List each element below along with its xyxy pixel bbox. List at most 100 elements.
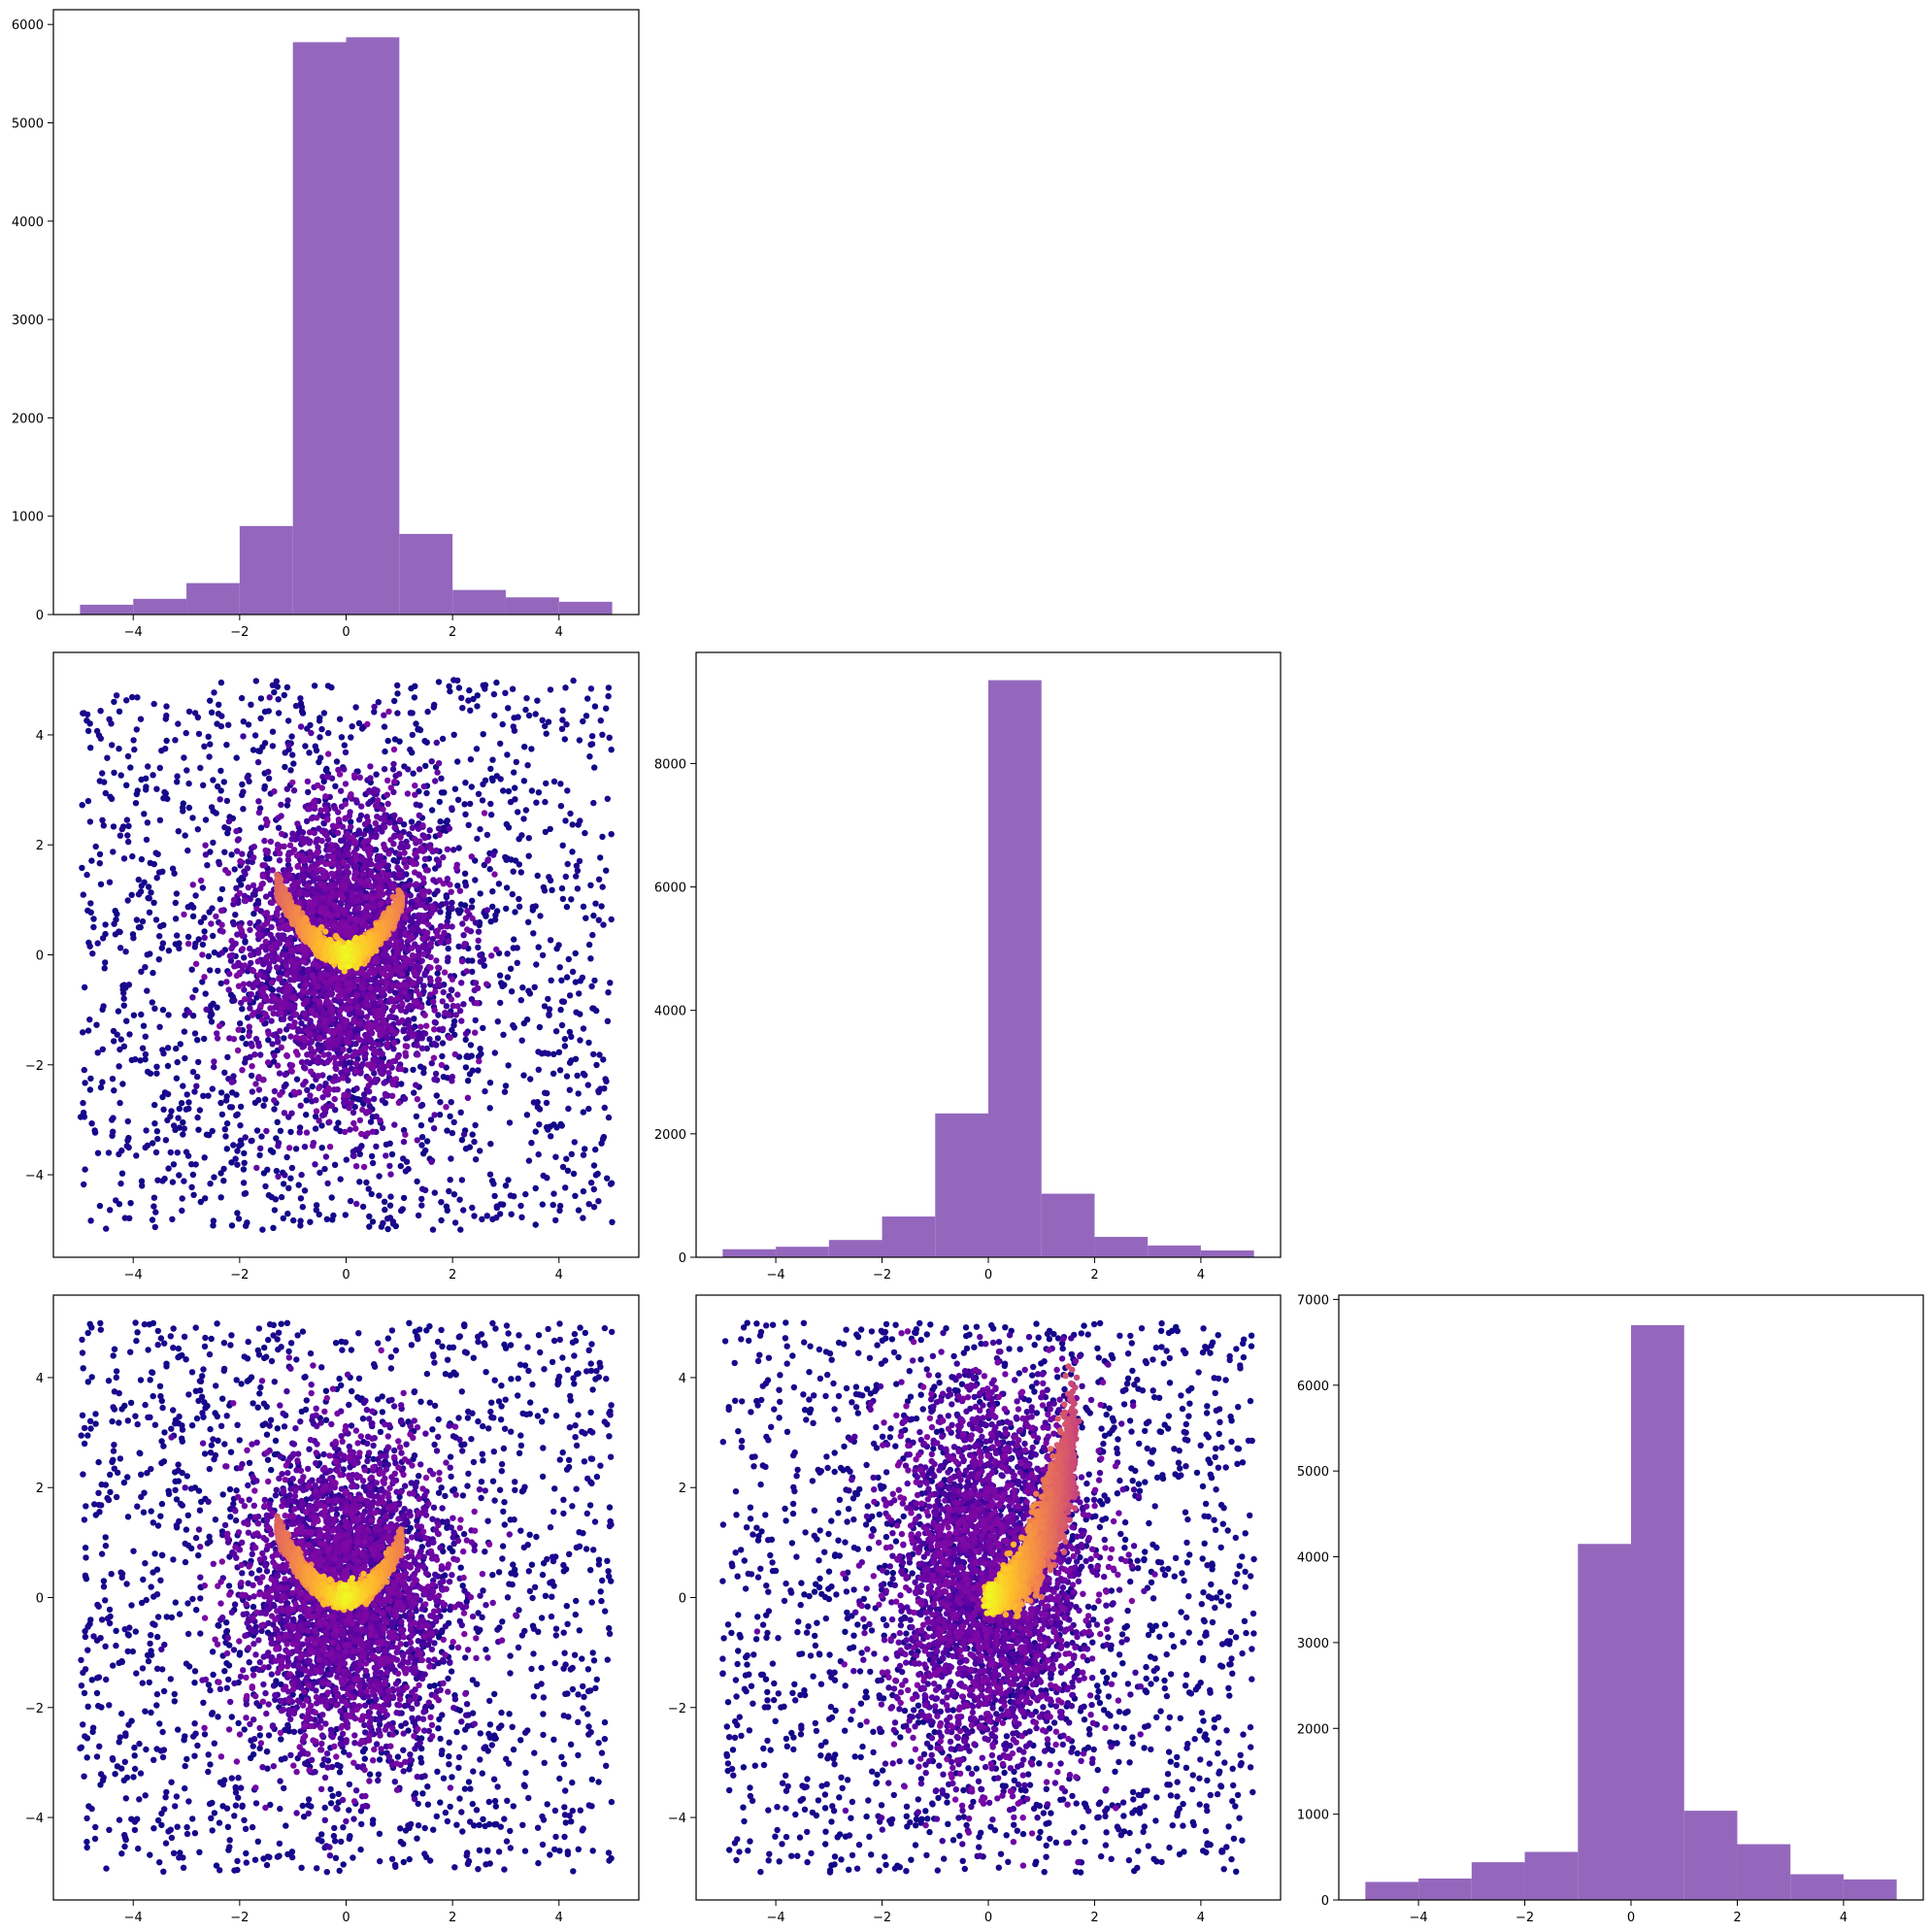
scatter-point — [550, 1050, 557, 1058]
scatter-point — [307, 721, 314, 729]
scatter-point — [533, 799, 540, 806]
scatter-point — [592, 900, 599, 907]
scatter-point — [535, 1066, 542, 1074]
scatter-point — [480, 731, 486, 738]
scatter-point — [533, 961, 540, 968]
scatter-point — [283, 971, 290, 979]
scatter-point — [239, 1006, 246, 1013]
scatter-point — [152, 916, 160, 923]
scatter-point — [159, 1007, 167, 1014]
scatter-point — [123, 782, 130, 788]
scatter-point — [590, 1050, 597, 1058]
scatter-point — [308, 1007, 316, 1015]
scatter-point — [234, 1148, 241, 1154]
scatter-point — [274, 1062, 282, 1069]
scatter-point — [333, 1125, 340, 1132]
scatter-point — [480, 1024, 486, 1032]
scatter-point — [202, 842, 209, 849]
scatter-point — [236, 889, 243, 897]
scatter-point — [248, 1138, 254, 1145]
scatter-point — [99, 1046, 107, 1053]
scatter-point — [321, 1165, 328, 1173]
x-tick-label: 2 — [449, 625, 456, 640]
scatter-point — [360, 1163, 368, 1171]
scatter-point — [97, 708, 104, 715]
scatter-point — [128, 891, 135, 898]
scatter-point — [84, 797, 92, 805]
scatter-point — [592, 1172, 600, 1179]
scatter-point — [555, 942, 562, 949]
scatter-point — [588, 733, 596, 740]
scatter-point — [189, 1171, 197, 1179]
scatter-point — [409, 731, 416, 739]
scatter-point — [448, 1155, 454, 1162]
scatter-point — [268, 1193, 276, 1201]
scatter-point — [141, 811, 148, 817]
scatter-point — [271, 1052, 278, 1059]
scatter-point — [261, 740, 269, 747]
scatter-point — [350, 1152, 357, 1159]
scatter-point — [269, 743, 277, 749]
scatter-point — [409, 824, 416, 831]
scatter-point — [220, 779, 227, 785]
scatter-point — [419, 917, 426, 924]
scatter-point — [400, 1026, 408, 1033]
scatter-point — [258, 1133, 265, 1140]
scatter-point — [591, 703, 599, 710]
scatter-point — [359, 1060, 366, 1068]
scatter-point — [431, 1018, 438, 1026]
scatter-point — [120, 995, 127, 1002]
scatter-point — [211, 1063, 217, 1071]
scatter-point — [165, 948, 173, 954]
scatter-point — [373, 826, 380, 833]
scatter-point — [151, 1120, 158, 1127]
scatter-point — [125, 822, 132, 830]
scatter-point — [461, 801, 468, 808]
scatter-point — [215, 967, 221, 975]
scatter-point — [589, 931, 596, 939]
scatter-point — [116, 1150, 122, 1158]
scatter-point — [316, 998, 323, 1005]
scatter-point — [313, 1097, 319, 1104]
scatter-point — [490, 690, 498, 698]
scatter-point — [309, 1052, 316, 1060]
scatter-point — [394, 1053, 402, 1060]
scatter-point — [537, 913, 544, 919]
scatter-point — [329, 882, 337, 889]
scatter-point — [450, 1191, 458, 1198]
scatter-point — [412, 850, 418, 857]
scatter-point — [410, 980, 416, 986]
scatter-point — [209, 905, 216, 912]
scatter-point — [377, 863, 384, 870]
scatter-point — [411, 969, 417, 976]
scatter-point — [163, 712, 170, 719]
scatter-point — [352, 704, 359, 711]
scatter-point — [426, 1036, 433, 1043]
scatter-point — [268, 1017, 275, 1024]
scatter-point — [381, 844, 388, 851]
scatter-point — [294, 820, 301, 827]
scatter-point — [543, 730, 550, 737]
scatter-point — [192, 986, 199, 993]
scatter-point — [174, 773, 181, 780]
scatter-point — [504, 751, 511, 758]
scatter-point — [558, 998, 566, 1005]
scatter-point — [558, 725, 566, 732]
scatter-point — [580, 1215, 586, 1221]
scatter-point — [281, 1083, 288, 1090]
scatter-point — [545, 995, 551, 1003]
scatter-point — [608, 916, 615, 923]
scatter-point — [156, 764, 163, 772]
scatter-point — [269, 899, 276, 907]
scatter-point — [461, 870, 469, 877]
scatter-point — [316, 1084, 322, 1092]
scatter-point — [407, 746, 414, 753]
scatter-point — [262, 1183, 269, 1190]
scatter-point — [438, 775, 445, 782]
scatter-point — [356, 1179, 363, 1185]
scatter-point — [242, 897, 249, 905]
scatter-point — [217, 1089, 225, 1096]
scatter-point — [155, 956, 162, 963]
scatter-point — [353, 1004, 361, 1011]
scatter-point — [535, 944, 542, 950]
